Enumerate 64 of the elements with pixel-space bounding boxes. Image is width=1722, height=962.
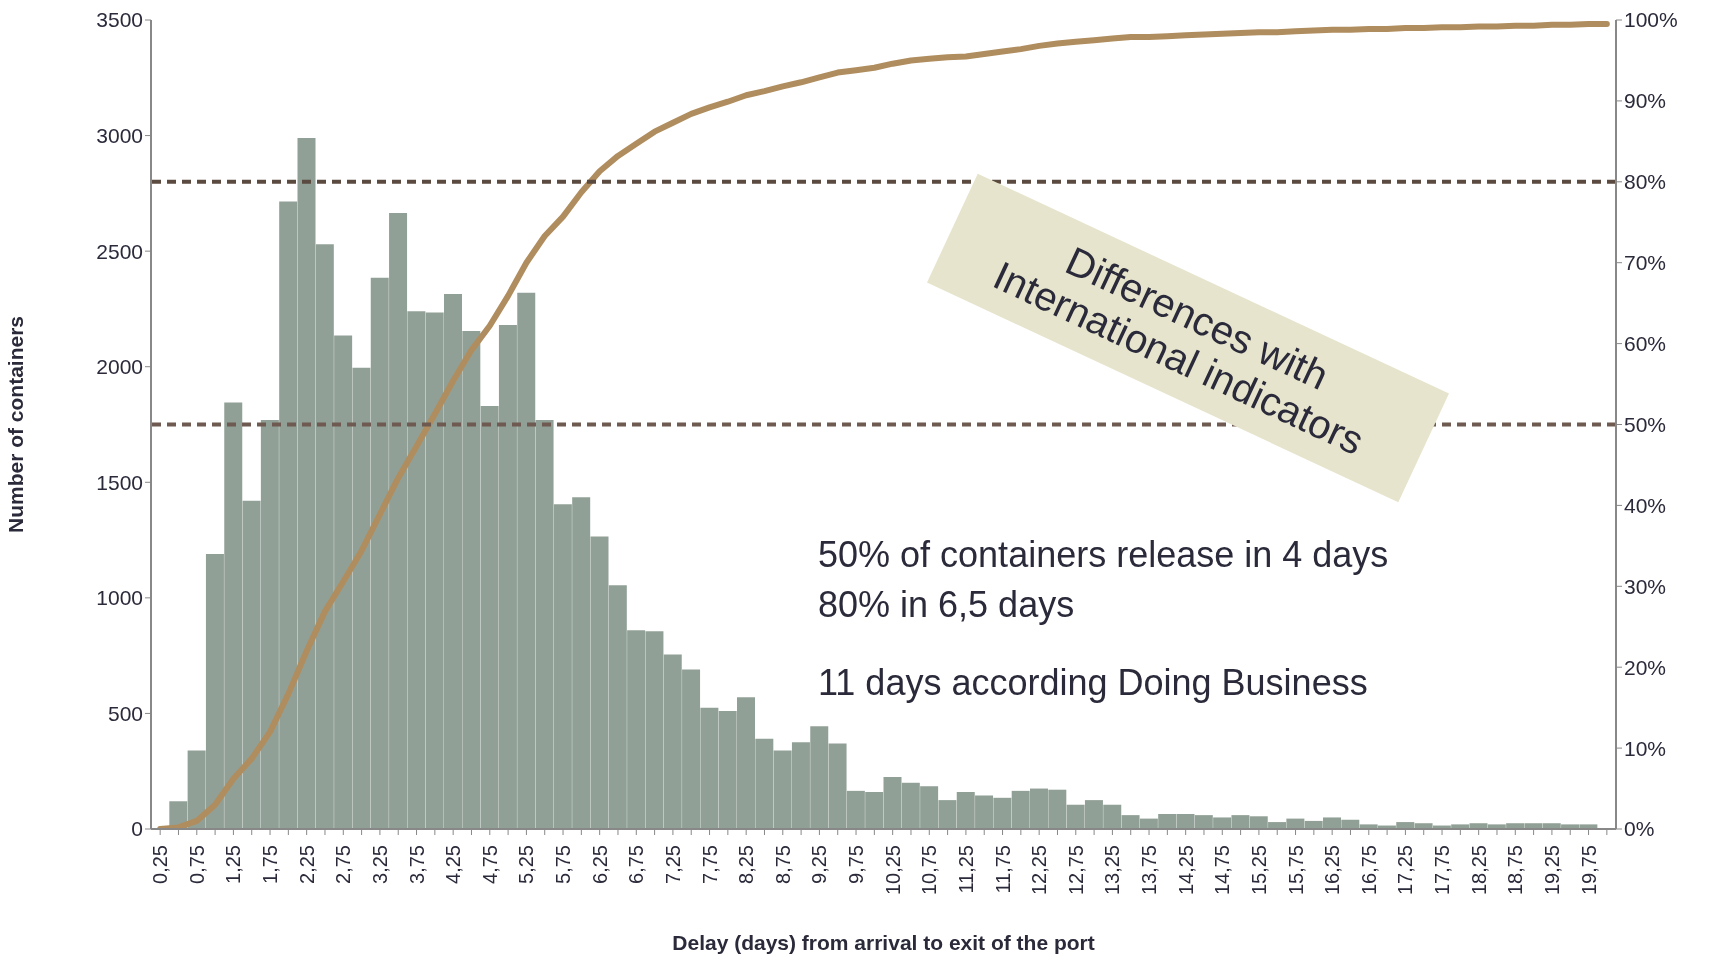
- x-tick-label: 15,25: [1247, 845, 1270, 896]
- x-tick-label: 12,25: [1028, 845, 1051, 896]
- x-tick-label: 4,75: [478, 845, 501, 884]
- x-axis-title: Delay (days) from arrival to exit of the port: [672, 931, 1095, 954]
- y-tick-label: 1500: [96, 470, 143, 494]
- y2-tick-label: 60%: [1624, 332, 1667, 356]
- x-tick-label: 3,25: [368, 845, 391, 884]
- x-tick-label: 18,75: [1504, 845, 1527, 896]
- y-tick-label: 2500: [96, 239, 143, 263]
- y2-tick-label: 90%: [1624, 89, 1667, 113]
- annotation: 11 days according Doing Business: [818, 661, 1369, 705]
- x-tick-label: 6,75: [625, 845, 648, 884]
- x-tick-label: 19,25: [1540, 845, 1563, 896]
- y2-tick-label: 80%: [1624, 170, 1667, 194]
- y2-tick-label: 10%: [1624, 736, 1667, 760]
- x-tick-label: 8,25: [735, 845, 758, 884]
- x-tick-label: 1,25: [222, 845, 245, 884]
- x-tick-label: 14,25: [1174, 845, 1197, 896]
- x-tick-label: 12,75: [1064, 845, 1087, 896]
- x-tick-label: 13,75: [1138, 845, 1161, 896]
- y-tick-label: 2000: [96, 355, 143, 379]
- x-tick-label: 9,25: [808, 845, 831, 884]
- x-tick-label: 15,75: [1284, 845, 1307, 896]
- y-axis-title: Number of containers: [4, 315, 28, 534]
- annotation: 80% in 6,5 days: [818, 583, 1076, 627]
- x-tick-label: 2,25: [295, 845, 318, 884]
- x-tick-label: 0,25: [149, 845, 172, 884]
- x-tick-label: 7,25: [661, 845, 684, 884]
- y2-tick-label: 40%: [1624, 493, 1667, 517]
- y-tick-label: 3500: [96, 8, 143, 32]
- y-tick-label: 0: [131, 817, 143, 841]
- x-tick-label: 8,75: [771, 845, 794, 884]
- x-tick-label: 3,75: [405, 845, 428, 884]
- x-tick-label: 17,75: [1431, 845, 1454, 896]
- x-tick-label: 13,25: [1101, 845, 1124, 896]
- x-tick-label: 19,75: [1577, 845, 1600, 896]
- x-tick-label: 16,25: [1321, 845, 1344, 896]
- x-tick-label: 5,75: [552, 845, 575, 884]
- y-tick-label: 3000: [96, 124, 143, 148]
- x-tick-label: 7,75: [698, 845, 721, 884]
- x-tick-label: 0,75: [185, 845, 208, 884]
- x-tick-label: 4,25: [442, 845, 465, 884]
- y2-tick-label: 50%: [1624, 412, 1667, 436]
- y-tick-label: 500: [107, 701, 143, 725]
- y2-tick-label: 20%: [1624, 655, 1667, 679]
- x-tick-label: 17,25: [1394, 845, 1417, 896]
- y2-tick-label: 70%: [1624, 251, 1667, 275]
- x-tick-label: 9,75: [845, 845, 868, 884]
- y2-tick-label: 0%: [1624, 817, 1655, 841]
- y2-tick-label: 30%: [1624, 574, 1667, 598]
- y2-tick-label: 100%: [1624, 8, 1678, 32]
- x-tick-label: 11,25: [954, 845, 977, 894]
- x-tick-label: 5,25: [515, 845, 538, 884]
- annotation: 50% of containers release in 4 days: [818, 533, 1389, 577]
- x-tick-label: 11,75: [991, 845, 1014, 894]
- x-tick-label: 10,75: [918, 845, 941, 896]
- x-tick-label: 2,75: [332, 845, 355, 884]
- x-tick-label: 1,75: [259, 845, 282, 884]
- x-tick-label: 6,25: [588, 845, 611, 884]
- x-tick-label: 18,25: [1467, 845, 1490, 896]
- y-tick-label: 1000: [96, 586, 143, 610]
- x-tick-label: 10,25: [881, 845, 904, 896]
- x-tick-label: 14,75: [1211, 845, 1234, 896]
- x-tick-label: 16,75: [1357, 845, 1380, 896]
